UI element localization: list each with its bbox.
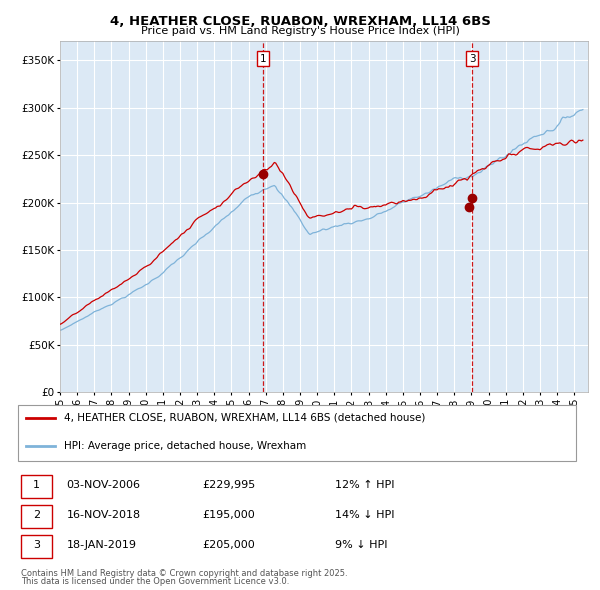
Text: 3: 3 (469, 54, 476, 64)
Text: 4, HEATHER CLOSE, RUABON, WREXHAM, LL14 6BS (detached house): 4, HEATHER CLOSE, RUABON, WREXHAM, LL14 … (64, 413, 425, 423)
FancyBboxPatch shape (20, 535, 52, 558)
Text: £229,995: £229,995 (202, 480, 256, 490)
Text: 1: 1 (33, 480, 40, 490)
FancyBboxPatch shape (20, 504, 52, 527)
Text: 3: 3 (33, 540, 40, 550)
Text: 14% ↓ HPI: 14% ↓ HPI (335, 510, 394, 520)
Text: £205,000: £205,000 (202, 540, 255, 550)
Text: HPI: Average price, detached house, Wrexham: HPI: Average price, detached house, Wrex… (64, 441, 306, 451)
FancyBboxPatch shape (20, 475, 52, 498)
Text: 03-NOV-2006: 03-NOV-2006 (67, 480, 141, 490)
FancyBboxPatch shape (18, 405, 577, 461)
Text: 18-JAN-2019: 18-JAN-2019 (67, 540, 137, 550)
Text: 9% ↓ HPI: 9% ↓ HPI (335, 540, 387, 550)
Text: Contains HM Land Registry data © Crown copyright and database right 2025.: Contains HM Land Registry data © Crown c… (20, 569, 347, 578)
Text: This data is licensed under the Open Government Licence v3.0.: This data is licensed under the Open Gov… (20, 577, 289, 586)
Text: 4, HEATHER CLOSE, RUABON, WREXHAM, LL14 6BS: 4, HEATHER CLOSE, RUABON, WREXHAM, LL14 … (110, 15, 490, 28)
Text: Price paid vs. HM Land Registry's House Price Index (HPI): Price paid vs. HM Land Registry's House … (140, 26, 460, 36)
Text: 16-NOV-2018: 16-NOV-2018 (67, 510, 141, 520)
Text: 2: 2 (33, 510, 40, 520)
Text: 1: 1 (260, 54, 266, 64)
Text: 12% ↑ HPI: 12% ↑ HPI (335, 480, 394, 490)
Text: £195,000: £195,000 (202, 510, 255, 520)
